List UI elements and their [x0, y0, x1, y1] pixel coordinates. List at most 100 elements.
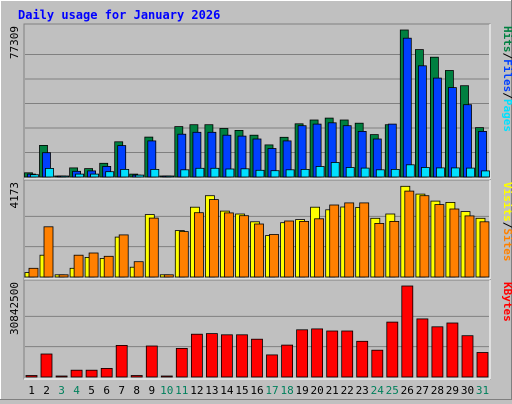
- chart-title: Daily usage for January 2026: [18, 8, 220, 22]
- bar-pages-day-30: [466, 167, 475, 178]
- chart-panels: 77309Hits/Files/Pages4173Visits/Sites308…: [8, 23, 512, 380]
- bar-pages-day-21: [330, 162, 340, 178]
- bar-kbytes-day-26: [401, 285, 414, 378]
- bar-files-day-29: [447, 87, 457, 178]
- bar-sites-day-26: [404, 190, 415, 278]
- x-tick-label-day-30: 30: [461, 384, 474, 397]
- bar-sites-day-9: [148, 217, 159, 278]
- bar-files-day-30: [463, 104, 472, 178]
- bar-pages-day-11: [180, 169, 190, 178]
- x-tick-label-day-5: 5: [88, 384, 95, 397]
- legend-separator: /: [501, 92, 512, 99]
- x-tick-label-day-11: 11: [175, 384, 188, 397]
- bar-sites-day-10: [163, 274, 174, 278]
- x-tick-label-day-12: 12: [190, 384, 203, 397]
- x-tick-label-day-2: 2: [43, 384, 50, 397]
- bar-pages-day-26: [405, 164, 415, 178]
- bar-pages-day-7: [120, 168, 130, 178]
- bar-pages-day-14: [225, 168, 235, 178]
- bar-sites-day-11: [178, 231, 189, 278]
- bar-kbytes-day-14: [220, 334, 233, 378]
- bar-files-day-28: [432, 77, 442, 178]
- bar-files-day-26: [402, 37, 412, 178]
- bar-kbytes-day-29: [446, 322, 459, 378]
- bar-kbytes-day-19: [296, 329, 309, 378]
- bar-kbytes-day-7: [115, 344, 128, 378]
- panel-kbytes: 30842500 KBytes: [8, 279, 512, 380]
- x-axis-day-labels: 1 2 3 4 5 6 7 8 9 10 11 12 13 14 15 16 17 18 19 20 21 22 23 24 2…: [28, 384, 489, 397]
- bar-sites-day-21: [329, 204, 340, 278]
- x-tick-label-day-25: 25: [386, 384, 399, 397]
- bar-pages-day-8: [135, 174, 145, 178]
- bar-sites-day-3: [58, 274, 69, 278]
- bar-kbytes-day-1: [25, 375, 38, 378]
- legend-hits: Hits: [501, 26, 512, 53]
- x-tick-label-day-28: 28: [431, 384, 444, 397]
- bar-sites-day-15: [239, 215, 249, 278]
- x-tick-label-day-9: 9: [148, 384, 155, 397]
- bar-pages-day-24: [375, 169, 385, 178]
- x-tick-label-day-26: 26: [401, 384, 414, 397]
- bar-pages-day-29: [450, 167, 460, 178]
- bar-pages-day-1: [30, 174, 39, 178]
- bar-kbytes-day-9: [145, 345, 158, 378]
- bar-sites-day-12: [193, 212, 204, 278]
- bar-pages-day-20: [315, 166, 325, 178]
- bar-sites-day-30: [464, 215, 475, 278]
- bar-pages-day-18: [285, 169, 295, 178]
- bar-kbytes-day-27: [416, 318, 429, 378]
- bar-sites-day-19: [299, 220, 310, 278]
- bar-sites-day-31: [479, 221, 490, 278]
- bar-sites-day-7: [118, 234, 129, 278]
- y-axis-max-label: 77309: [8, 26, 21, 59]
- x-tick-label-day-27: 27: [416, 384, 429, 397]
- bar-sites-day-6: [103, 255, 114, 278]
- y-axis-max-label: 30842500: [8, 282, 21, 335]
- x-tick-label-day-19: 19: [295, 384, 308, 397]
- legend-kbytes: KBytes: [501, 282, 512, 322]
- bar-sites-day-18: [284, 220, 295, 278]
- bar-kbytes-day-13: [205, 333, 218, 378]
- x-tick-label-day-18: 18: [280, 384, 293, 397]
- bar-pages-day-3: [60, 175, 69, 178]
- bar-kbytes-day-15: [236, 334, 248, 378]
- x-tick-label-day-13: 13: [205, 384, 218, 397]
- bar-pages-day-15: [240, 168, 250, 178]
- x-tick-label-day-23: 23: [356, 384, 369, 397]
- x-tick-label-day-21: 21: [326, 384, 339, 397]
- legend-sites: Sites: [501, 228, 512, 261]
- bar-sites-day-13: [208, 199, 219, 278]
- x-tick-label-day-16: 16: [250, 384, 263, 397]
- bar-kbytes-day-11: [175, 347, 188, 378]
- bar-pages-day-4: [75, 173, 84, 178]
- bar-kbytes-day-20: [311, 328, 324, 378]
- bar-pages-day-16: [255, 169, 265, 178]
- bar-kbytes-day-21: [326, 330, 339, 378]
- panel-legend: KBytes: [501, 282, 512, 322]
- bar-kbytes-day-3: [55, 375, 68, 378]
- bar-kbytes-day-4: [70, 369, 83, 378]
- panel-legend: Visits/Sites: [501, 182, 512, 262]
- x-tick-label-day-8: 8: [133, 384, 140, 397]
- bar-sites-day-17: [269, 234, 279, 278]
- bar-pages-day-23: [360, 167, 370, 178]
- bar-kbytes-day-12: [190, 333, 203, 378]
- bar-pages-day-9: [150, 168, 160, 178]
- bar-kbytes-day-30: [461, 335, 474, 378]
- x-tick-label-day-14: 14: [220, 384, 234, 397]
- y-axis-max-label: 4173: [8, 182, 21, 209]
- bar-sites-day-25: [389, 220, 400, 278]
- x-tick-label-day-6: 6: [103, 384, 110, 397]
- x-tick-label-day-3: 3: [58, 384, 65, 397]
- bar-pages-day-17: [270, 170, 280, 178]
- bar-sites-day-8: [133, 261, 144, 278]
- bar-sites-day-16: [254, 223, 264, 278]
- legend-separator: /: [501, 53, 512, 60]
- bar-pages-day-19: [300, 168, 310, 178]
- bar-pages-day-12: [195, 167, 205, 178]
- x-tick-label-day-20: 20: [310, 384, 323, 397]
- bar-pages-day-13: [210, 167, 220, 178]
